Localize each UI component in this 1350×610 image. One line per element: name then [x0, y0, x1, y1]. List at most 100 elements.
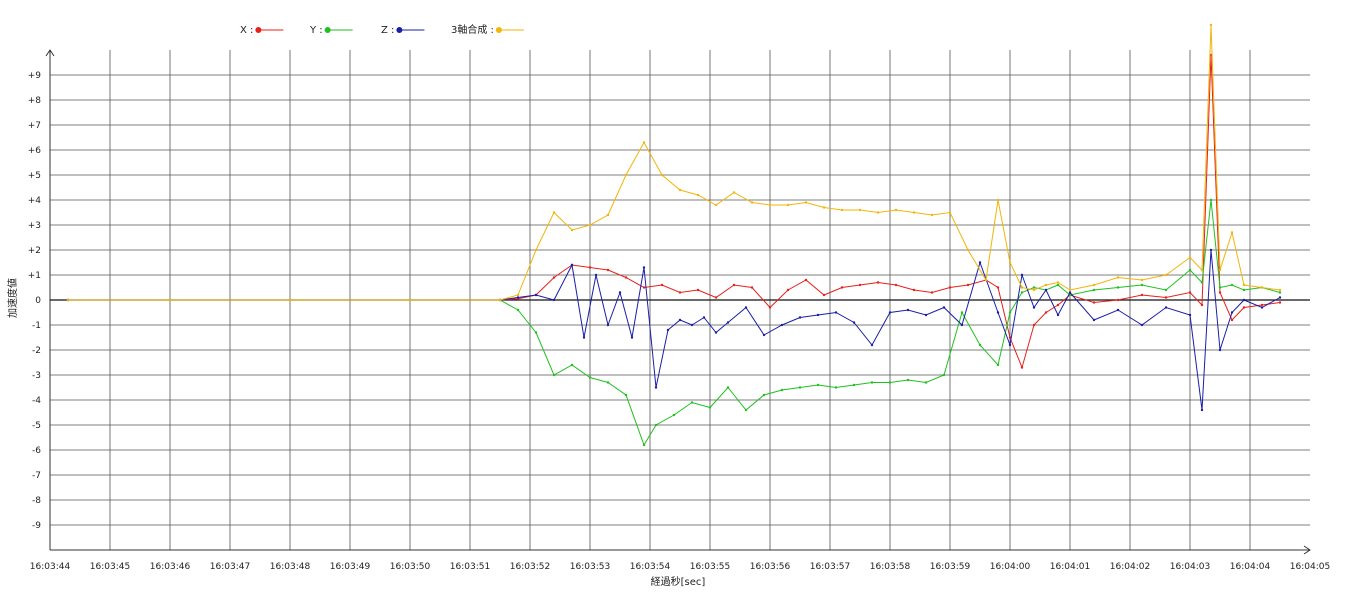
data-point-x	[1200, 303, 1204, 307]
data-point-x	[1278, 301, 1282, 304]
data-point-x	[996, 286, 1000, 289]
y-tick-label: +5	[28, 171, 41, 181]
series-line-y	[68, 199, 1281, 447]
y-tick-label: +9	[28, 71, 42, 81]
y-tick-label: -1	[32, 321, 41, 331]
legend-swatch-dot-combined	[495, 27, 502, 33]
data-point-y	[1092, 288, 1096, 292]
y-axis-arrow	[45, 49, 55, 57]
data-point-combined	[1164, 273, 1168, 277]
y-tick-label: -9	[32, 521, 41, 531]
data-point-x	[1164, 296, 1168, 299]
data-point-y	[708, 406, 712, 409]
data-point-x	[858, 283, 862, 287]
data-point-x	[678, 291, 682, 294]
data-point-x	[804, 278, 808, 282]
data-point-x	[606, 268, 610, 272]
data-point-combined	[678, 188, 682, 192]
data-point-combined	[570, 228, 574, 232]
legend-label-combined: 3軸合成 :	[451, 23, 494, 36]
tick-labels: 16:03:44 16:03:45 16:03:46 16:03:47 16:03:48…	[28, 71, 1330, 572]
data-point-z	[1032, 306, 1036, 309]
data-point-x	[786, 288, 790, 292]
y-tick-label: +7	[28, 121, 41, 131]
data-point-x	[1230, 318, 1234, 322]
data-point-z	[924, 313, 928, 317]
data-point-combined	[984, 278, 988, 282]
data-point-combined	[1209, 23, 1213, 27]
data-point-x	[552, 276, 556, 279]
data-point-combined	[996, 198, 1000, 202]
legend-item-z: Z :	[381, 25, 425, 36]
data-point-y	[642, 443, 646, 447]
data-point-x	[1092, 301, 1096, 304]
data-point-z	[870, 343, 874, 347]
data-point-z	[654, 386, 658, 389]
data-point-z	[1230, 311, 1234, 314]
data-point-x	[840, 286, 844, 289]
data-point-combined	[1116, 276, 1120, 279]
y-tick-label: -4	[32, 396, 41, 406]
data-point-z	[714, 331, 718, 334]
series-layer	[66, 23, 1282, 447]
data-point-x	[588, 266, 592, 269]
data-point-y	[1008, 311, 1012, 314]
data-point-y	[534, 331, 538, 334]
data-point-y	[996, 363, 1000, 367]
series-x	[66, 53, 1282, 370]
data-point-y	[1278, 291, 1282, 294]
data-point-combined	[498, 298, 502, 302]
data-point-y	[588, 376, 592, 379]
data-point-y	[1242, 288, 1246, 292]
data-point-y	[888, 381, 892, 384]
data-point-z	[762, 333, 766, 337]
x-tick-label: 16:04:03	[1170, 562, 1210, 572]
data-point-x	[894, 283, 898, 287]
data-point-x	[1260, 303, 1264, 307]
data-point-x	[1056, 303, 1060, 307]
data-point-y	[1218, 286, 1222, 289]
x-tick-label: 16:04:00	[990, 562, 1031, 572]
data-point-combined	[1092, 283, 1096, 287]
data-point-x	[714, 296, 718, 299]
data-point-z	[744, 306, 748, 309]
data-point-y	[1056, 283, 1060, 287]
data-point-z	[1218, 348, 1222, 352]
data-point-y	[1164, 288, 1168, 292]
data-point-y	[690, 401, 694, 404]
data-point-x	[1242, 306, 1246, 309]
y-tick-label: +8	[28, 96, 42, 106]
y-tick-label: -6	[32, 446, 41, 456]
data-point-z	[552, 298, 556, 302]
data-point-combined	[876, 211, 880, 214]
data-point-combined	[588, 223, 592, 227]
data-point-y	[798, 386, 802, 389]
data-point-combined	[1230, 231, 1234, 234]
legend-item-combined: 3軸合成 :	[451, 23, 524, 36]
x-tick-label: 16:03:48	[270, 562, 311, 572]
data-point-combined	[858, 208, 862, 212]
data-point-combined	[948, 211, 952, 214]
data-point-y	[852, 383, 856, 387]
data-point-combined	[750, 201, 754, 204]
data-point-z	[816, 313, 820, 317]
x-tick-label: 16:03:58	[870, 562, 911, 572]
data-point-x	[696, 288, 700, 292]
legend-item-x: X :	[240, 25, 284, 36]
data-point-combined	[534, 248, 538, 252]
legend-swatch-dot-y	[324, 27, 331, 33]
x-tick-label: 16:03:50	[390, 562, 431, 572]
legend-label-x: X :	[240, 25, 253, 36]
data-point-y	[672, 413, 676, 417]
series-z	[66, 248, 1282, 412]
data-point-z	[780, 323, 784, 327]
data-point-combined	[624, 173, 628, 177]
data-point-z	[570, 263, 574, 267]
data-point-z	[1260, 306, 1264, 309]
series-line-combined	[68, 24, 1281, 301]
data-point-y	[552, 373, 556, 377]
chart-axes	[45, 49, 1311, 555]
data-point-combined	[1020, 286, 1024, 289]
data-point-combined	[912, 211, 916, 214]
data-point-x	[822, 293, 826, 297]
